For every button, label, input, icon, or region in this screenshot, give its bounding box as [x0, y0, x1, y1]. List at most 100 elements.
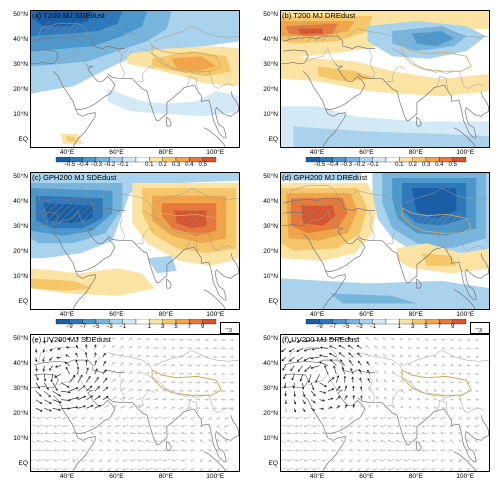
lat-tick-label: 40°N [2, 360, 28, 367]
wind-vector [154, 398, 158, 400]
wind-vector [475, 460, 479, 462]
wind-vector [82, 417, 87, 419]
wind-vector [196, 339, 200, 341]
wind-vector [63, 425, 69, 427]
lat-tick-label: 10°N [2, 273, 28, 280]
wind-vector [225, 460, 229, 462]
wind-vector [369, 405, 371, 408]
wind-vector [432, 417, 437, 419]
wind-vector [66, 355, 70, 357]
wind-vector [37, 468, 44, 470]
wind-vector [322, 460, 328, 462]
wind-vector [358, 417, 362, 420]
wind-vector [45, 460, 52, 462]
wind-vector [196, 373, 200, 375]
wind-vector [138, 460, 145, 462]
wind-vector [304, 357, 311, 361]
wind-vector [145, 398, 149, 400]
panel-title: (c) GPH200 MJ SDEdust [32, 173, 116, 182]
wind-vector [304, 440, 311, 442]
wind-vector [366, 468, 370, 470]
wind-vector [45, 468, 52, 470]
wind-vector [350, 425, 354, 427]
wind-vector [475, 425, 479, 427]
wind-vector [187, 364, 191, 366]
wind-vector [200, 450, 204, 452]
wind-vector [116, 460, 120, 462]
wind-vector [36, 400, 42, 404]
significance-hatching [172, 208, 212, 228]
panel-title: (f) UV200 MJ DREdust [282, 335, 359, 344]
wind-vector [217, 460, 221, 462]
wind-vector [100, 468, 103, 470]
wind-vector [467, 356, 470, 358]
wind-vector [31, 468, 36, 470]
wind-vector [350, 440, 353, 443]
wind-vector [332, 440, 337, 442]
wind-vector [295, 468, 302, 470]
coastline [204, 452, 226, 472]
wind-vector [350, 361, 354, 366]
wind-vector [425, 364, 428, 366]
wind-vector [373, 460, 378, 462]
wind-vector [209, 417, 212, 420]
wind-vector [172, 432, 178, 434]
wind-vector [388, 440, 395, 442]
wind-vector [442, 381, 445, 383]
wind-vector [442, 356, 445, 358]
wind-vector [221, 373, 225, 375]
coastline [454, 452, 476, 472]
reference-vector-value: 3 [479, 328, 482, 334]
reference-vector-box: →3 [220, 322, 240, 334]
wind-vector [116, 417, 120, 419]
wind-vector [328, 407, 332, 409]
lat-tick-label: 10°N [252, 273, 278, 280]
wind-vector [170, 347, 174, 349]
lon-tick-label: 40°E [310, 149, 324, 156]
wind-vector [349, 450, 353, 452]
wind-vector [393, 397, 396, 399]
wind-vector [54, 450, 61, 452]
wind-vector [221, 356, 225, 358]
wind-vector [212, 365, 216, 367]
lat-tick-label: 10°N [252, 111, 278, 118]
map-frame [280, 172, 490, 310]
wind-vector [388, 468, 395, 470]
wind-vector [434, 381, 437, 383]
wind-vector [51, 374, 53, 382]
wind-vector [366, 432, 370, 434]
wind-vector [298, 366, 303, 372]
wind-vector [45, 450, 52, 452]
wind-vector [417, 398, 420, 400]
wind-vector [91, 432, 95, 434]
lon-tick-label: 40°E [60, 149, 74, 156]
wind-vector [162, 347, 166, 349]
wind-vector [131, 450, 137, 452]
wind-vector [155, 432, 162, 434]
map-frame [280, 334, 490, 472]
wind-vector [413, 440, 420, 442]
wind-vector [95, 396, 101, 400]
wind-vector [154, 356, 158, 358]
lat-tick-label: 50°N [2, 173, 28, 180]
wind-vector [76, 360, 78, 366]
lat-tick-label: EQ [2, 460, 28, 467]
map-frame [30, 172, 240, 310]
wind-vector [475, 432, 479, 434]
wind-vector [451, 390, 454, 392]
lat-tick-label: 20°N [252, 410, 278, 417]
wind-vector [137, 381, 141, 383]
wind-vector [187, 347, 191, 349]
wind-vector [229, 365, 233, 367]
wind-vector [31, 450, 36, 452]
lat-tick-label: 10°N [2, 435, 28, 442]
wind-vector [320, 355, 328, 357]
wind-vector [305, 366, 311, 372]
wind-vector [401, 398, 404, 400]
wind-vector [383, 338, 387, 340]
wind-vector [368, 370, 370, 374]
wind-vector [381, 440, 387, 442]
wind-vector [82, 425, 87, 427]
wind-vector [339, 345, 345, 348]
